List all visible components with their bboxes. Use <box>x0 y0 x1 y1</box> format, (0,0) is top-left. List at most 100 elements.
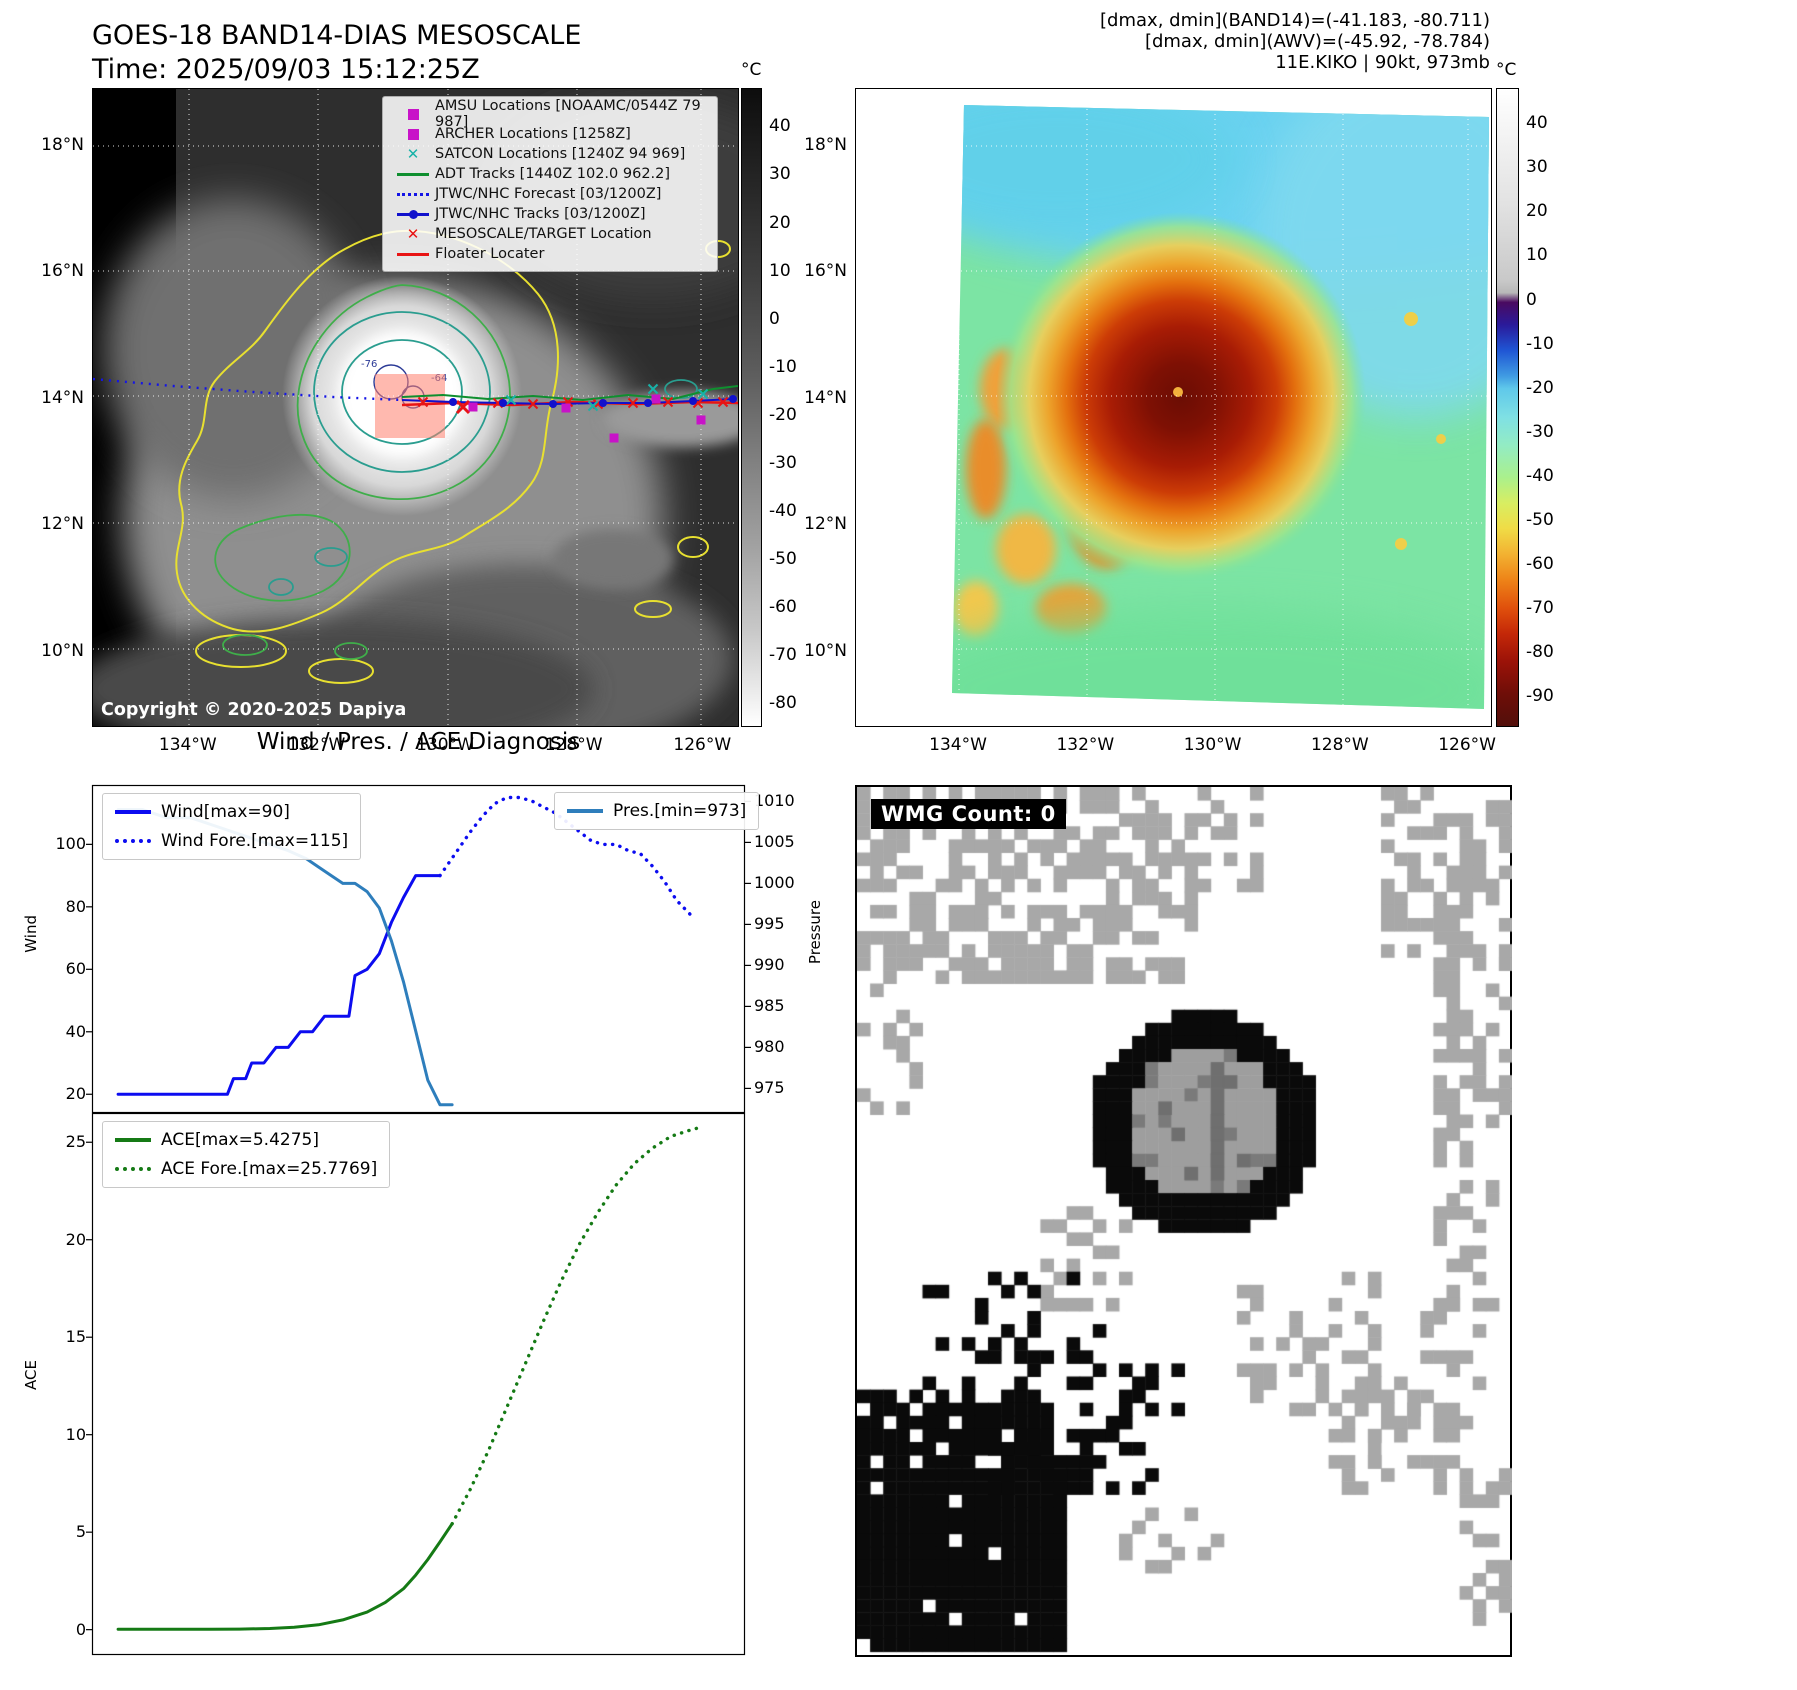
colorbar-tick-label: -70 <box>769 644 797 665</box>
series-observed <box>116 1522 454 1631</box>
lon-tick-label: 130°W <box>416 735 474 755</box>
colorbar-tick-label: 10 <box>769 260 791 281</box>
colorbar-tick-label: -30 <box>769 452 797 473</box>
colorbar-tick-label: -40 <box>769 500 797 521</box>
line-marker-icon <box>391 252 435 256</box>
y-tick-label: 985 <box>754 996 785 1016</box>
band14-time: Time: 2025/09/03 15:12:25Z <box>92 54 480 85</box>
jtwc-track-dot <box>689 397 697 405</box>
colorbar-tick-label: 30 <box>769 164 791 185</box>
colorbar-tick-label: -50 <box>769 548 797 569</box>
legend-item-label: Pres.[min=973] <box>613 801 747 821</box>
satcon-x-marker <box>505 394 517 406</box>
line-dot-marker-icon <box>391 209 435 219</box>
legend-item-label: SATCON Locations [1240Z 94 969] <box>435 146 686 162</box>
jtwc-track-dot <box>729 395 737 403</box>
y-tick-label: 990 <box>754 955 785 975</box>
lat-tick-label: 14°N <box>804 387 847 408</box>
square-marker-icon <box>391 128 435 140</box>
y-tick-label: 15 <box>65 1327 86 1347</box>
dotted-marker-icon <box>391 192 435 196</box>
y-tick-label: 80 <box>65 896 86 916</box>
lon-tick-label: 130°W <box>1183 735 1242 755</box>
storm-eye <box>1173 387 1183 397</box>
mesoscale-target-x-marker <box>455 399 471 415</box>
legend-item: Pres.[min=973] <box>567 801 746 821</box>
colorbar-tick-label: -40 <box>1526 465 1554 486</box>
target-x-marker <box>662 396 674 408</box>
storm-id-intensity: 11E.KIKO | 90kt, 973mb <box>1275 52 1490 73</box>
amsu-square-marker <box>468 402 478 412</box>
target-x-marker <box>527 398 539 410</box>
awv-header: [dmax, dmin](BAND14)=(-41.183, -80.711) … <box>900 10 1490 73</box>
lon-tick-label: 134°W <box>158 735 217 755</box>
y-tick-label: 20 <box>65 1229 86 1249</box>
y-tick-label: 20 <box>65 1084 86 1104</box>
band14-legend: AMSU Locations [NOAAMC/0544Z 79 987] ARCH… <box>382 96 718 272</box>
y-tick-label: 995 <box>754 914 785 934</box>
colorbar-tick-label: 40 <box>1526 113 1548 134</box>
jtwc-track-dot <box>599 399 607 407</box>
awv-map <box>855 88 1492 727</box>
awv-colorbar-unit: °C <box>1496 60 1517 80</box>
legend-item-label: ADT Tracks [1440Z 102.0 962.2] <box>435 166 671 182</box>
legend-item-label: AMSU Locations [NOAAMC/0544Z 79 987] <box>435 98 701 130</box>
colorbar-tick-label: 10 <box>1526 245 1548 266</box>
pressure-axis-label: Pressure <box>806 900 824 965</box>
lat-tick-label: 18°N <box>41 135 84 156</box>
amsu-square-marker <box>651 394 661 404</box>
legend-item: ADT Tracks [1440Z 102.0 962.2] <box>391 164 709 184</box>
dmax-dmin-awv: [dmax, dmin](AWV)=(-45.92, -78.784) <box>1144 31 1490 52</box>
lon-tick-label: 126°W <box>1438 735 1496 755</box>
target-x-marker <box>417 396 429 408</box>
line-sample-icon <box>115 810 151 814</box>
colorbar-tick-label: 20 <box>769 212 791 233</box>
y-tick-label: 100 <box>55 834 86 854</box>
jtwc-forecast-track <box>92 377 403 402</box>
legend-item-label: ACE Fore.[max=25.7769] <box>161 1159 378 1179</box>
wind-axis-label: Wind <box>22 915 40 953</box>
awv-colorbar <box>1496 88 1519 727</box>
diagnosis-title: Wind / Pres. / ACE Diagnosis <box>256 729 581 755</box>
colorbar-tick-label: -70 <box>1526 598 1554 618</box>
line-marker-icon <box>391 172 435 176</box>
y-tick-label: 1000 <box>754 873 795 893</box>
lat-tick-label: 14°N <box>41 387 84 408</box>
lat-tick-label: 18°N <box>804 135 847 156</box>
lat-tick-label: 16°N <box>804 261 847 282</box>
band14-title: GOES-18 BAND14-DIAS MESOSCALE <box>92 20 582 51</box>
track-markers <box>417 383 737 443</box>
line-sample-icon <box>115 839 151 843</box>
wmg-grid-image <box>857 787 1512 1655</box>
satcon-x-marker <box>697 388 709 400</box>
square-marker-icon <box>391 108 435 120</box>
amsu-square-marker <box>561 403 571 413</box>
legend-item: JTWC/NHC Forecast [03/1200Z] <box>391 184 709 204</box>
storm-core <box>996 212 1366 582</box>
colorbar-tick-label: -10 <box>769 356 797 377</box>
series-forecast <box>450 1125 703 1526</box>
jtwc-track-dot <box>549 400 557 408</box>
contour-label: -76 <box>361 359 377 370</box>
jtwc-track-dot <box>449 398 457 406</box>
legend-item-label: Wind[max=90] <box>161 802 290 822</box>
lat-tick-label: 16°N <box>41 261 84 282</box>
legend-item-label: ARCHER Locations [1258Z] <box>435 126 631 142</box>
y-tick-label: 60 <box>65 959 86 979</box>
lon-tick-label: 128°W <box>1310 735 1369 755</box>
satcon-x-marker <box>587 400 599 412</box>
legend-item-label: JTWC/NHC Forecast [03/1200Z] <box>435 186 662 202</box>
legend-item-label: JTWC/NHC Tracks [03/1200Z] <box>435 206 646 222</box>
legend-item: JTWC/NHC Tracks [03/1200Z] <box>391 204 709 224</box>
legend-item: ACE Fore.[max=25.7769] <box>115 1159 377 1179</box>
legend-item: Wind Fore.[max=115] <box>115 831 348 851</box>
legend-item: Wind[max=90] <box>115 802 348 822</box>
colorbar-tick-label: 0 <box>1526 289 1537 310</box>
target-x-marker <box>717 396 729 408</box>
colorbar-tick-label: -50 <box>1526 509 1554 530</box>
band14-colorbar-unit: °C <box>741 60 762 80</box>
jtwc-track-dot <box>499 399 507 407</box>
ace-chart <box>86 1112 746 1656</box>
colorbar-tick-label: -60 <box>769 596 797 617</box>
colorbar-tick-label: -30 <box>1526 421 1554 442</box>
